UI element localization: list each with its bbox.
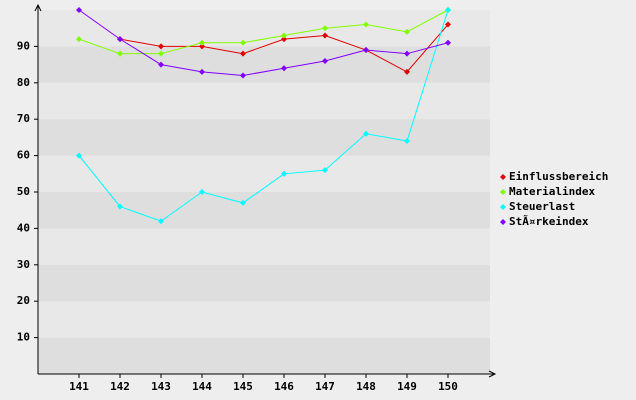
point [158, 218, 164, 225]
point [199, 189, 205, 195]
x-tick-label: 145 [233, 380, 253, 393]
point [117, 203, 123, 210]
point [76, 7, 82, 13]
y-tick-label: 30 [17, 258, 30, 271]
grid-band [38, 82, 490, 120]
point [117, 50, 123, 57]
y-tick-label: 10 [17, 331, 30, 344]
point [281, 170, 287, 177]
point [199, 43, 205, 50]
y-axis-arrow [34, 3, 42, 12]
point [404, 68, 410, 75]
x-tick-label: 142 [110, 380, 130, 393]
point [76, 36, 82, 43]
x-tick-label: 141 [69, 380, 89, 393]
grid-band [38, 155, 490, 192]
point [322, 25, 328, 32]
legend-marker [500, 189, 506, 195]
legend-marker [500, 174, 506, 180]
y-tick-label: 90 [17, 39, 30, 52]
point [363, 130, 369, 137]
point [76, 152, 82, 159]
point [117, 36, 123, 43]
point [445, 21, 451, 28]
point [445, 39, 451, 46]
legend-label: Materialindex [509, 185, 595, 198]
point [158, 43, 164, 50]
legend-label: Steuerlast [509, 200, 575, 213]
x-axis-arrow [488, 370, 497, 378]
y-tick-label: 50 [17, 185, 30, 198]
point [322, 57, 328, 64]
y-tick-label: 80 [17, 76, 30, 89]
point [322, 167, 328, 174]
series-line [78, 9, 449, 222]
point [363, 21, 369, 28]
point [281, 32, 287, 39]
x-tick-label: 144 [192, 380, 212, 393]
point [158, 50, 164, 57]
legend-label: Einflussbereich [509, 170, 608, 183]
x-tick-label: 149 [397, 380, 417, 393]
x-tick-label: 146 [274, 380, 294, 393]
point [240, 50, 246, 57]
point [404, 138, 410, 145]
point [404, 28, 410, 35]
grid-band [38, 228, 490, 265]
series-line [78, 9, 449, 55]
point [240, 199, 246, 206]
point [281, 36, 287, 43]
x-tick-label: 143 [151, 380, 171, 393]
legend-marker [500, 219, 506, 225]
point [445, 7, 451, 13]
y-tick-label: 60 [17, 149, 30, 162]
point [281, 65, 287, 72]
point [240, 39, 246, 46]
y-tick-label: 70 [17, 112, 30, 125]
grid-band [38, 301, 490, 338]
y-tick-label: 20 [17, 294, 30, 307]
grid-band [38, 10, 490, 47]
grid-band [38, 264, 490, 302]
x-tick-label: 147 [315, 380, 335, 393]
grid-band [38, 337, 490, 374]
x-tick-label: 150 [438, 380, 458, 393]
point [322, 32, 328, 39]
grid-band [38, 192, 490, 229]
point [363, 47, 369, 54]
point [404, 50, 410, 57]
grid-band [38, 119, 490, 156]
legend-marker [500, 204, 506, 210]
series-line [78, 9, 449, 77]
point [158, 61, 164, 68]
x-tick-label: 148 [356, 380, 376, 393]
point [199, 68, 205, 75]
point [199, 39, 205, 46]
grid-band [38, 46, 490, 83]
y-tick-label: 40 [17, 221, 30, 234]
legend-label: StÃ¤rkeindex [509, 215, 589, 228]
point [240, 72, 246, 79]
